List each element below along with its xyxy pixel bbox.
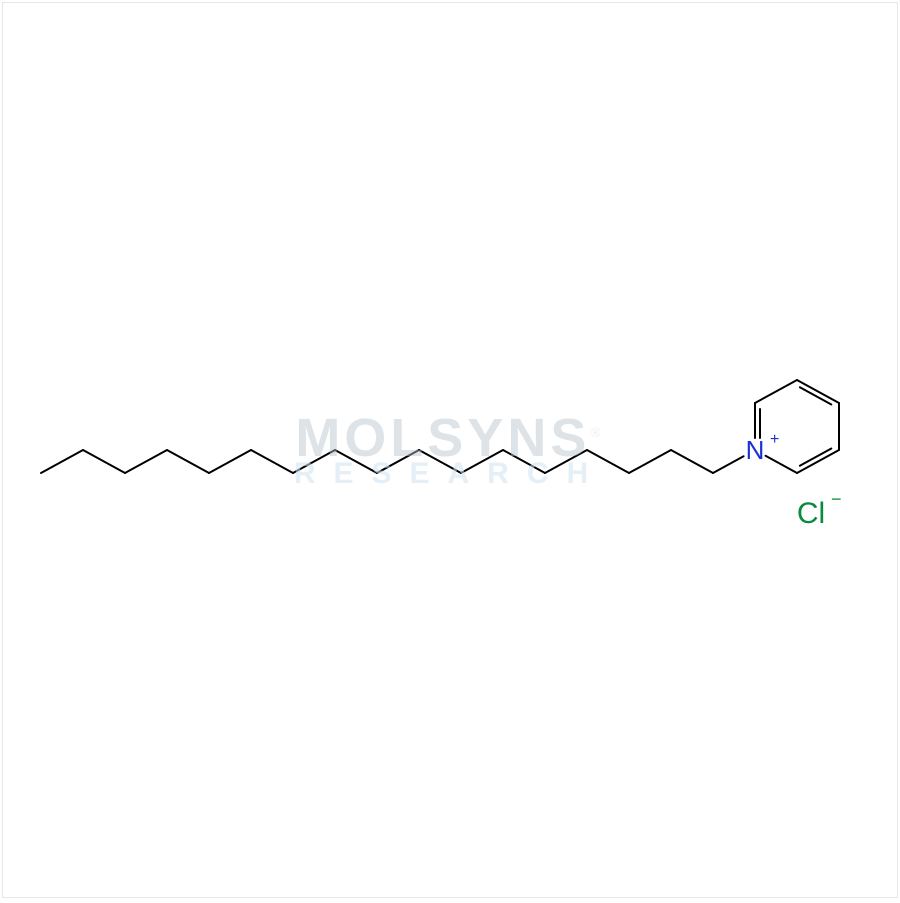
image-frame: MOLSYNS® RESEARCH N+Cl−	[2, 2, 898, 898]
nitrogen-charge: +	[770, 431, 779, 448]
nitrogen-label: N	[746, 435, 765, 465]
molecule-diagram: N + Cl−	[3, 3, 900, 903]
chloride-label: Cl	[797, 497, 825, 530]
chloride-charge: −	[831, 489, 842, 509]
